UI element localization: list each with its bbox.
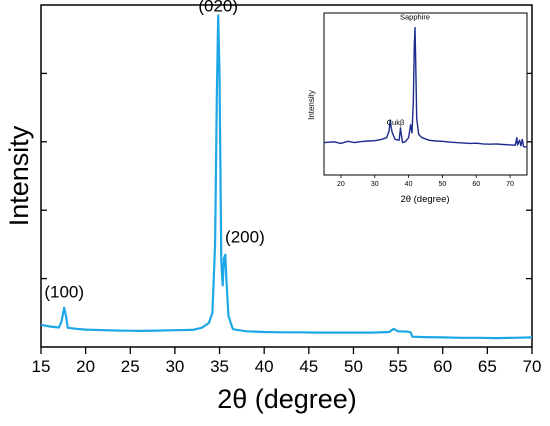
x-tick-label: 60	[433, 357, 452, 376]
inset-x-axis-label: 2θ (degree)	[400, 194, 449, 205]
x-tick-label: 70	[506, 181, 514, 188]
x-tick-label: 30	[165, 357, 184, 376]
main-y-axis-label: Intensity	[4, 125, 34, 226]
x-tick-label: 55	[389, 357, 408, 376]
inset-chart: 20 30 40 50 60 70 Sapphire Cukβ 2θ (degree) In…	[307, 12, 528, 205]
inset-series-line	[323, 26, 528, 148]
x-tick-label: 25	[121, 357, 140, 376]
inset-peak-label: Cukβ	[387, 118, 405, 127]
inset-annotations: Sapphire Cukβ	[387, 13, 430, 127]
main-x-axis-label: 2θ (degree)	[217, 384, 357, 414]
x-tick-label: 40	[255, 357, 274, 376]
x-tick-label: 20	[337, 181, 345, 188]
x-tick-label: 35	[210, 357, 229, 376]
x-tick-label: 30	[371, 181, 379, 188]
x-tick-label: 50	[439, 181, 447, 188]
x-tick-label: 65	[478, 357, 497, 376]
inset-x-axis: 20 30 40 50 60 70	[337, 175, 514, 188]
peak-label: (100)	[44, 283, 84, 302]
x-tick-label: 20	[76, 357, 95, 376]
main-plot-frame	[40, 4, 533, 348]
x-tick-label: 45	[299, 357, 318, 376]
x-tick-label: 40	[405, 181, 413, 188]
x-tick-label: 50	[344, 357, 363, 376]
peak-label: (020)	[198, 0, 238, 15]
main-series-line	[40, 14, 533, 340]
main-annotations: (100) (020) (200)	[44, 0, 264, 302]
x-tick-label: 60	[472, 181, 480, 188]
x-tick-label: 15	[32, 357, 51, 376]
inset-y-axis-label: Intensity	[307, 90, 316, 120]
inset-plot-frame	[323, 12, 528, 176]
peak-label: (200)	[225, 228, 265, 247]
x-tick-label: 70	[523, 357, 542, 376]
inset-peak-label: Sapphire	[400, 13, 430, 22]
main-x-axis: 15 20 25 30 35 40 45 50 55 60 65 70	[32, 347, 542, 376]
